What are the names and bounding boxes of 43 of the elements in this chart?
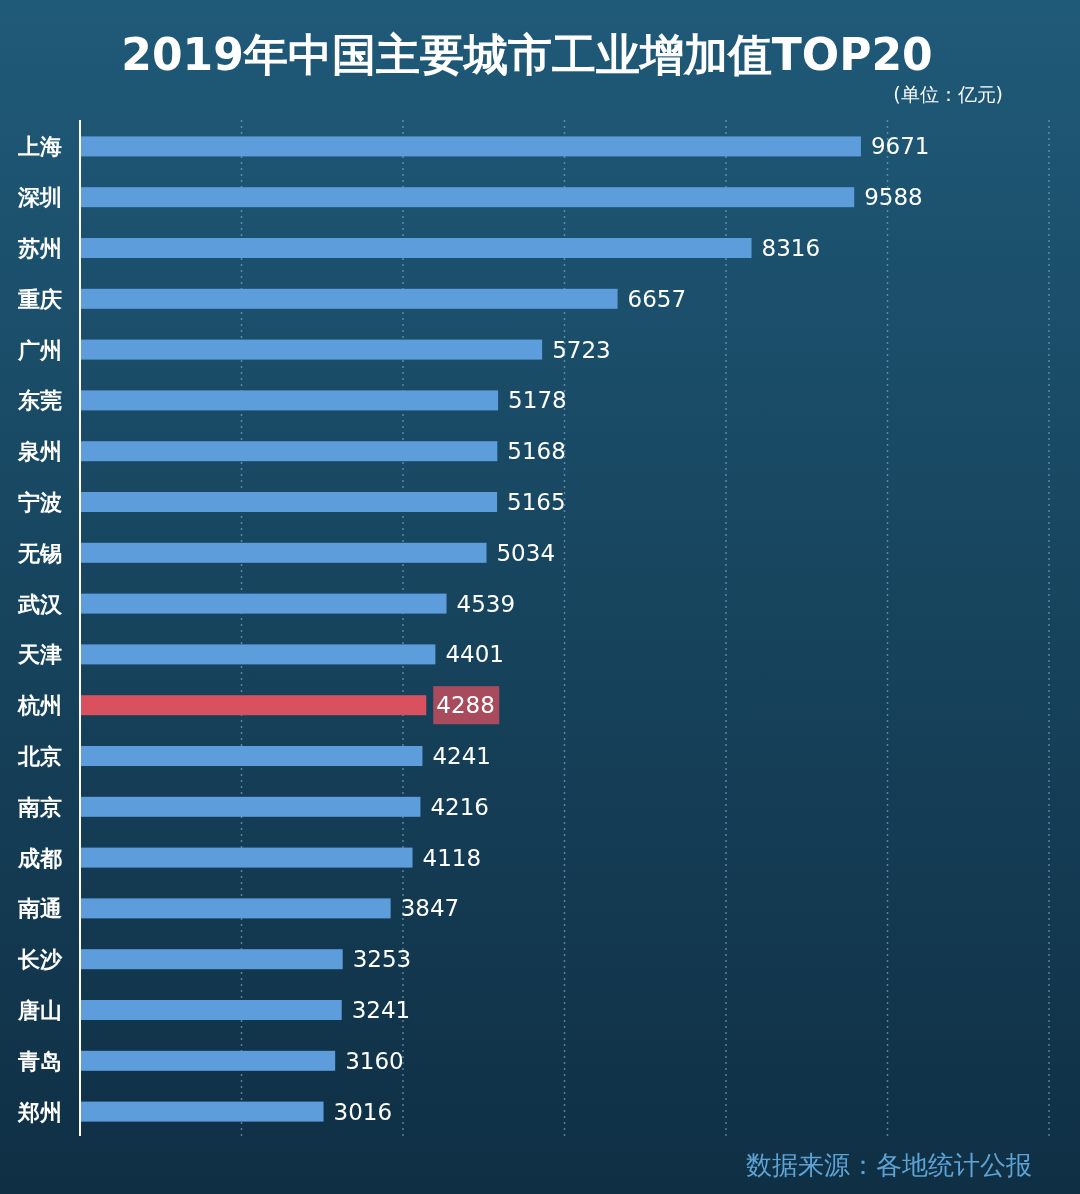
y-tick-label: 深圳 (17, 185, 62, 211)
data-label: 5723 (552, 336, 611, 363)
y-tick-label: 上海 (17, 134, 62, 160)
data-label: 6657 (627, 285, 687, 312)
data-label: 3241 (351, 997, 411, 1023)
y-tick-label: 青岛 (17, 1048, 62, 1074)
data-label: 4216 (430, 793, 489, 820)
y-tick-label: 成都 (17, 845, 62, 871)
data-label: 9588 (864, 184, 923, 211)
y-tick-label: 宁波 (18, 490, 62, 515)
chart-title: 2019年中国主要城市工业增加值TOP20 (121, 29, 933, 80)
y-tick-label: 东莞 (17, 388, 62, 414)
data-label: 5178 (508, 387, 567, 414)
data-label: 4539 (456, 590, 516, 617)
data-label: 9671 (870, 133, 930, 160)
data-label: 4401 (445, 641, 504, 668)
data-label: 3160 (345, 1047, 404, 1074)
data-label: 3253 (352, 946, 412, 973)
y-tick-label: 泉州 (17, 439, 62, 465)
y-tick-label: 武汉 (17, 591, 63, 617)
y-tick-label: 郑州 (17, 1099, 62, 1125)
y-tick-label: 天津 (17, 642, 62, 668)
data-label: 5168 (507, 438, 566, 465)
data-label: 4241 (432, 743, 492, 769)
data-label: 3847 (400, 895, 460, 922)
y-tick-label: 苏州 (17, 236, 62, 261)
y-tick-label: 杭州 (17, 693, 62, 719)
y-tick-label: 广州 (17, 337, 62, 363)
y-tick-label: 唐山 (17, 998, 62, 1023)
y-tick-label: 无锡 (17, 540, 62, 566)
y-tick-label: 重庆 (17, 286, 62, 312)
y-tick-label: 长沙 (17, 947, 63, 973)
y-tick-label: 南京 (17, 794, 62, 820)
data-label: 5165 (507, 489, 566, 515)
chart-subtitle: (单位：亿元) (893, 83, 1003, 105)
data-label: 4118 (422, 844, 482, 871)
source-note: 数据来源：各地统计公报 (746, 1150, 1032, 1180)
y-tick-label: 北京 (17, 744, 62, 769)
data-label: 4288 (436, 692, 495, 719)
data-label: 8316 (761, 235, 821, 261)
data-label: 3016 (333, 1098, 393, 1125)
data-label: 5034 (496, 539, 556, 566)
y-tick-label: 南通 (17, 896, 62, 922)
